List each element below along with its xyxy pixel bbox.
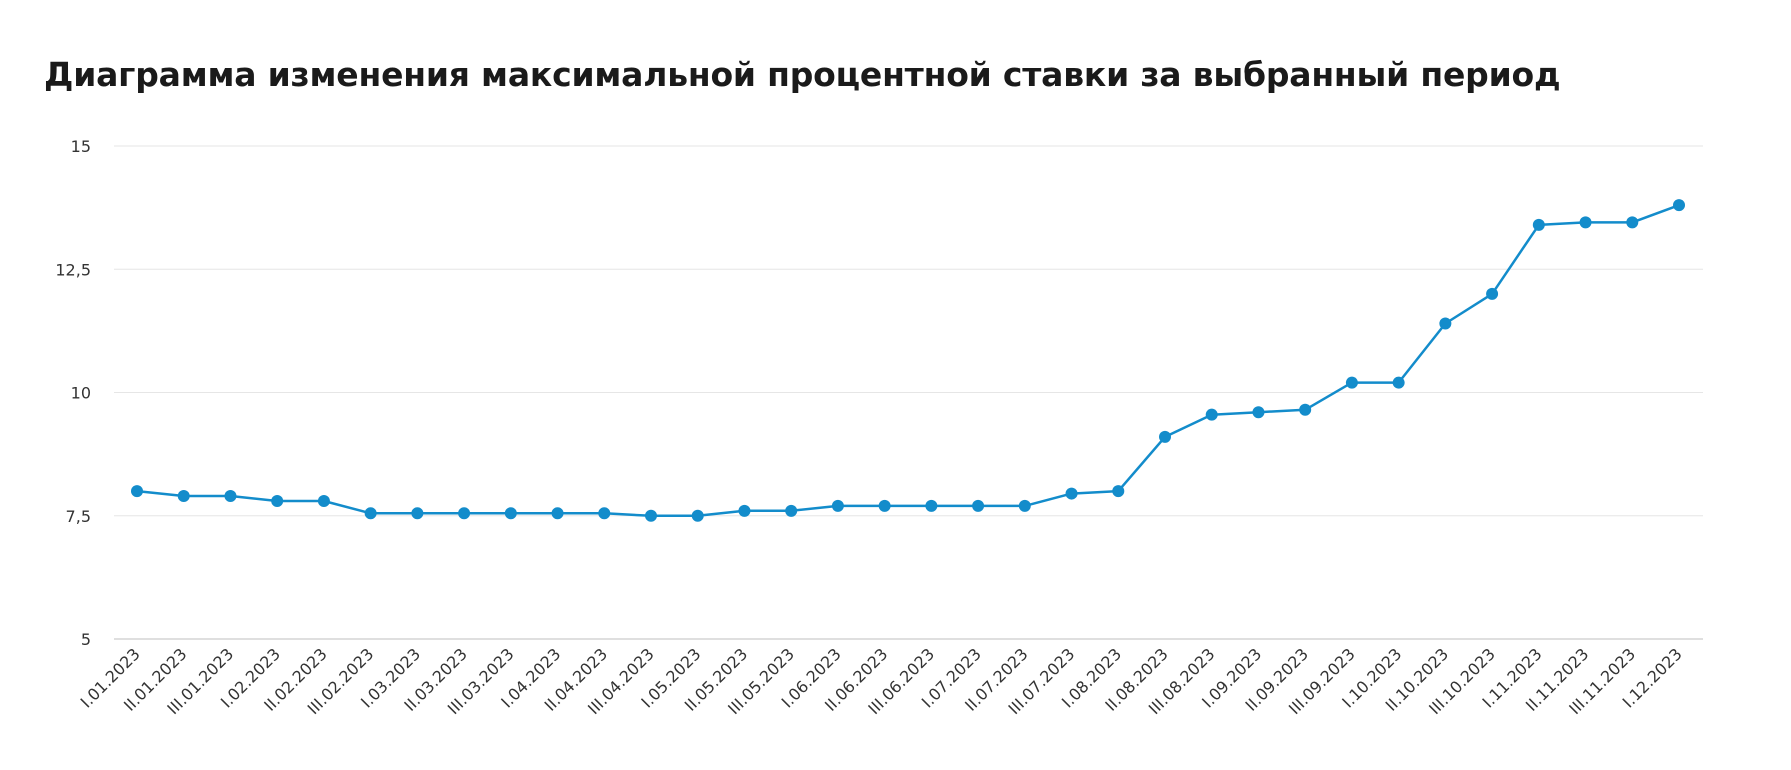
data-point[interactable] xyxy=(972,499,985,512)
data-point[interactable] xyxy=(1345,376,1358,389)
y-tick-label: 12,5 xyxy=(55,260,91,279)
data-point[interactable] xyxy=(411,507,424,520)
series-rate xyxy=(131,199,1685,522)
series-line xyxy=(135,203,1681,518)
y-tick-label: 5 xyxy=(81,630,91,649)
grid-lines xyxy=(114,145,1703,640)
x-axis-tick-labels: I.01.2023II.01.2023III.01.2023I.02.2023I… xyxy=(77,644,1686,718)
data-point[interactable] xyxy=(1392,376,1405,389)
data-point[interactable] xyxy=(1252,406,1265,419)
data-point[interactable] xyxy=(551,507,564,520)
data-point[interactable] xyxy=(1532,218,1545,231)
data-point[interactable] xyxy=(224,490,237,503)
data-point[interactable] xyxy=(1065,487,1078,500)
data-point[interactable] xyxy=(785,504,798,517)
data-point[interactable] xyxy=(1626,216,1639,229)
data-point[interactable] xyxy=(1159,430,1171,443)
data-point[interactable] xyxy=(738,504,751,517)
data-point[interactable] xyxy=(1205,408,1218,421)
data-point[interactable] xyxy=(1018,499,1031,512)
data-point[interactable] xyxy=(1299,403,1312,416)
data-point[interactable] xyxy=(131,485,143,498)
y-tick-label: 7,5 xyxy=(66,507,91,526)
data-point[interactable] xyxy=(177,490,190,503)
data-point[interactable] xyxy=(925,499,938,512)
data-point[interactable] xyxy=(1112,485,1125,498)
data-point[interactable] xyxy=(317,494,330,507)
data-point[interactable] xyxy=(458,507,471,520)
data-point[interactable] xyxy=(691,509,704,522)
data-point[interactable] xyxy=(1486,287,1499,300)
data-point[interactable] xyxy=(271,494,284,507)
data-point[interactable] xyxy=(504,507,517,520)
data-point[interactable] xyxy=(1579,216,1592,229)
data-point[interactable] xyxy=(598,507,611,520)
data-point[interactable] xyxy=(645,509,657,522)
data-point[interactable] xyxy=(364,507,377,520)
data-point[interactable] xyxy=(831,499,844,512)
y-tick-label: 10 xyxy=(71,384,91,403)
y-axis-tick-labels: 5 7,5 10 12,5 15 xyxy=(55,137,91,649)
data-point[interactable] xyxy=(1673,199,1685,212)
y-tick-label: 15 xyxy=(71,137,91,156)
data-point[interactable] xyxy=(1439,317,1452,330)
data-point[interactable] xyxy=(878,499,891,512)
chart-title: Диаграмма изменения максимальной процент… xyxy=(44,55,1561,94)
